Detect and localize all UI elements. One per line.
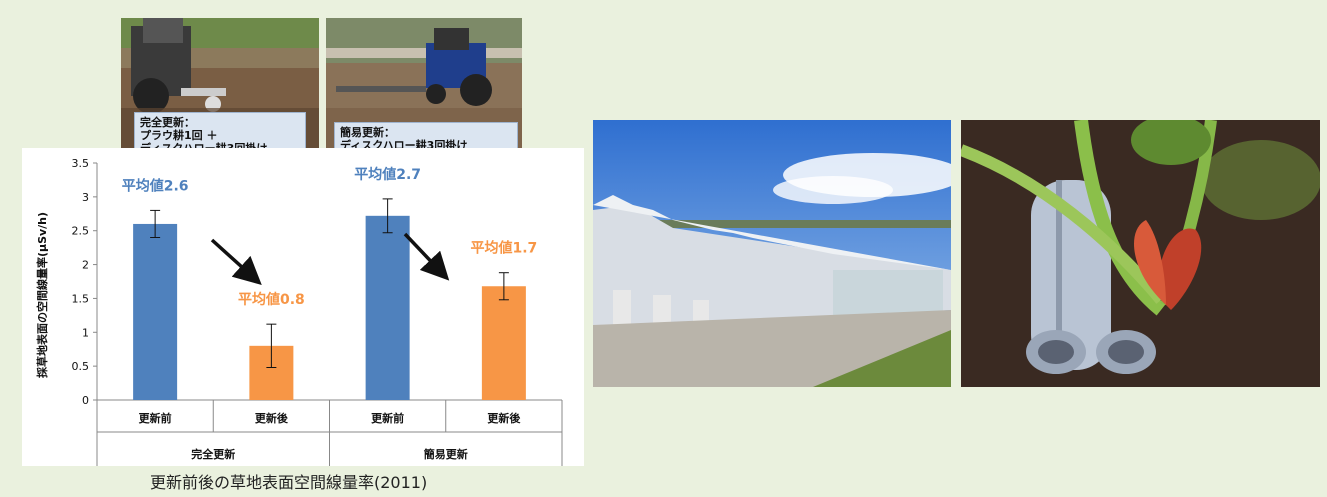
bar <box>133 223 178 400</box>
photo-strawberry-tube <box>961 120 1320 387</box>
y-tick-label: 3 <box>82 191 89 204</box>
y-tick-label: 3.5 <box>72 157 90 170</box>
y-tick-label: 0.5 <box>72 360 90 373</box>
y-tick-label: 0 <box>82 394 89 407</box>
trend-arrow-simple <box>403 232 450 281</box>
x-category-label: 更新後 <box>487 411 521 425</box>
x-group-label: 完全更新 <box>191 447 235 461</box>
data-label: 平均値2.6 <box>122 177 189 194</box>
y-axis-label: 採草地表面の空間線量率(μSv/h) <box>35 212 49 378</box>
bar-chart: 0 0.5 1 1.5 2 2.5 3 3.5 平均値2.6 更新前 平均値0.8 更新後 平均値2.7… <box>35 157 563 470</box>
x-category-label: 更新前 <box>371 411 404 425</box>
photo-greenhouses <box>593 120 951 387</box>
chart-panel: 0 0.5 1 1.5 2 2.5 3 3.5 平均値2.6 更新前 平均値0.8 更新後 平均値2.7… <box>22 148 584 470</box>
figure-caption: 更新前後の草地表面空間線量率(2011) <box>150 473 428 492</box>
y-tick-label: 2.5 <box>72 225 90 238</box>
data-label: 平均値1.7 <box>470 240 537 257</box>
x-category-label: 更新前 <box>139 411 172 425</box>
x-group-label: 簡易更新 <box>424 447 468 461</box>
y-tick-label: 1 <box>82 326 89 339</box>
bar <box>481 286 526 400</box>
y-tick-label: 1.5 <box>72 292 90 305</box>
trend-arrow-complete <box>210 238 262 286</box>
data-label: 平均値2.7 <box>354 166 421 183</box>
caption-line: 簡易更新： <box>340 126 395 139</box>
data-label: 平均値0.8 <box>238 291 305 308</box>
bar <box>365 215 410 400</box>
caption-line: プラウ耕1回 ＋ <box>140 129 218 142</box>
caption-line: 完全更新： <box>140 116 195 129</box>
x-category-label: 更新後 <box>255 411 289 425</box>
y-tick-label: 2 <box>82 259 89 272</box>
